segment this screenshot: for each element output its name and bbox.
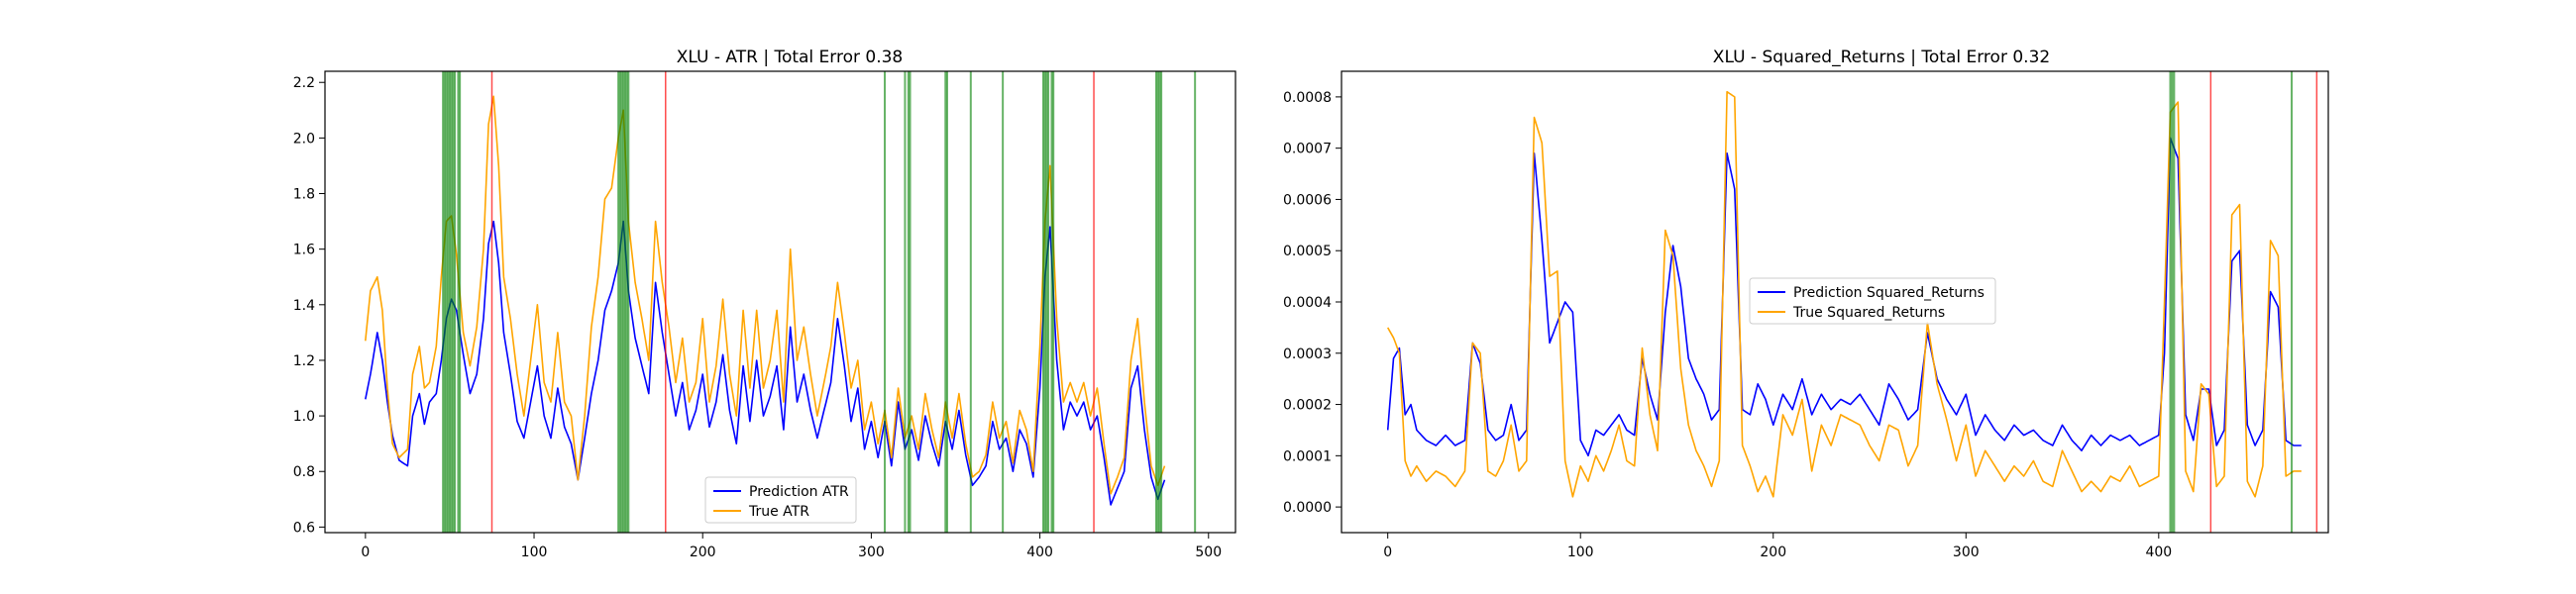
x-tick-label: 400 [2145, 544, 2172, 560]
y-tick-label: 1.2 [293, 353, 315, 369]
legend: Prediction Squared_Returns True Squared_… [1749, 277, 1996, 325]
x-tick-label: 500 [1195, 544, 1222, 560]
axes-frame [324, 70, 1236, 534]
y-tick-label: 2.2 [293, 75, 315, 91]
y-tick-label: 0.0003 [1283, 346, 1332, 362]
x-tick-label: 300 [858, 544, 885, 560]
y-tick-label: 1.8 [293, 187, 315, 203]
chart-squared-returns: XLU - Squared_Returns | Total Error 0.32… [1283, 48, 2329, 560]
series-line-true [365, 95, 1166, 495]
legend-label-true: True Squared_Returns [1792, 305, 1945, 321]
x-tick-label: 400 [1026, 544, 1053, 560]
y-tick-label: 0.6 [293, 520, 315, 536]
x-tick-label: 100 [521, 544, 548, 560]
series-line-prediction [365, 220, 1166, 506]
y-tick-label: 0.0006 [1283, 192, 1332, 208]
y-tick-label: 0.0001 [1283, 448, 1332, 464]
legend: Prediction ATR True ATR [704, 476, 857, 524]
y-tick-label: 0.0007 [1283, 142, 1332, 157]
chart-title: XLU - ATR | Total Error 0.38 [677, 48, 904, 67]
plot-area: 0 100 200 300 400 500 0.6 0.8 1.0 1.2 1.4 1.6 1.8 2.0… [293, 70, 1236, 560]
x-tick-label: 0 [361, 544, 370, 560]
series-line-true [1387, 90, 2302, 498]
y-tick-label: 0.0004 [1283, 295, 1332, 311]
y-tick-label: 0.8 [293, 464, 315, 480]
plot-area: 0 100 200 300 400 0.0000 0.0001 0.0002 0.0003 0.0… [1283, 70, 2329, 560]
series-line-prediction [1386, 137, 2302, 457]
legend-label-prediction: Prediction ATR [749, 484, 849, 500]
x-tick-label: 300 [1953, 544, 1980, 560]
y-tick-label: 2.0 [293, 131, 315, 147]
x-tick-label: 100 [1567, 544, 1594, 560]
x-tick-label: 0 [1383, 544, 1392, 560]
y-tick-label: 0.0000 [1283, 500, 1332, 516]
y-tick-label: 0.0002 [1283, 398, 1332, 414]
legend-label-prediction: Prediction Squared_Returns [1793, 285, 1985, 301]
chart-atr: XLU - ATR | Total Error 0.38 0 100 200 300 4… [293, 48, 1236, 560]
y-tick-label: 1.6 [293, 243, 315, 258]
legend-frame [704, 476, 857, 524]
y-tick-label: 0.0005 [1283, 244, 1332, 259]
legend-label-true: True ATR [748, 504, 809, 520]
y-tick-label: 1.4 [293, 298, 315, 314]
y-tick-label: 1.0 [293, 409, 315, 425]
y-tick-label: 0.0008 [1283, 90, 1332, 106]
legend-frame [1749, 277, 1996, 325]
x-tick-label: 200 [690, 544, 716, 560]
x-tick-label: 200 [1760, 544, 1786, 560]
chart-title: XLU - Squared_Returns | Total Error 0.32 [1713, 48, 2050, 67]
